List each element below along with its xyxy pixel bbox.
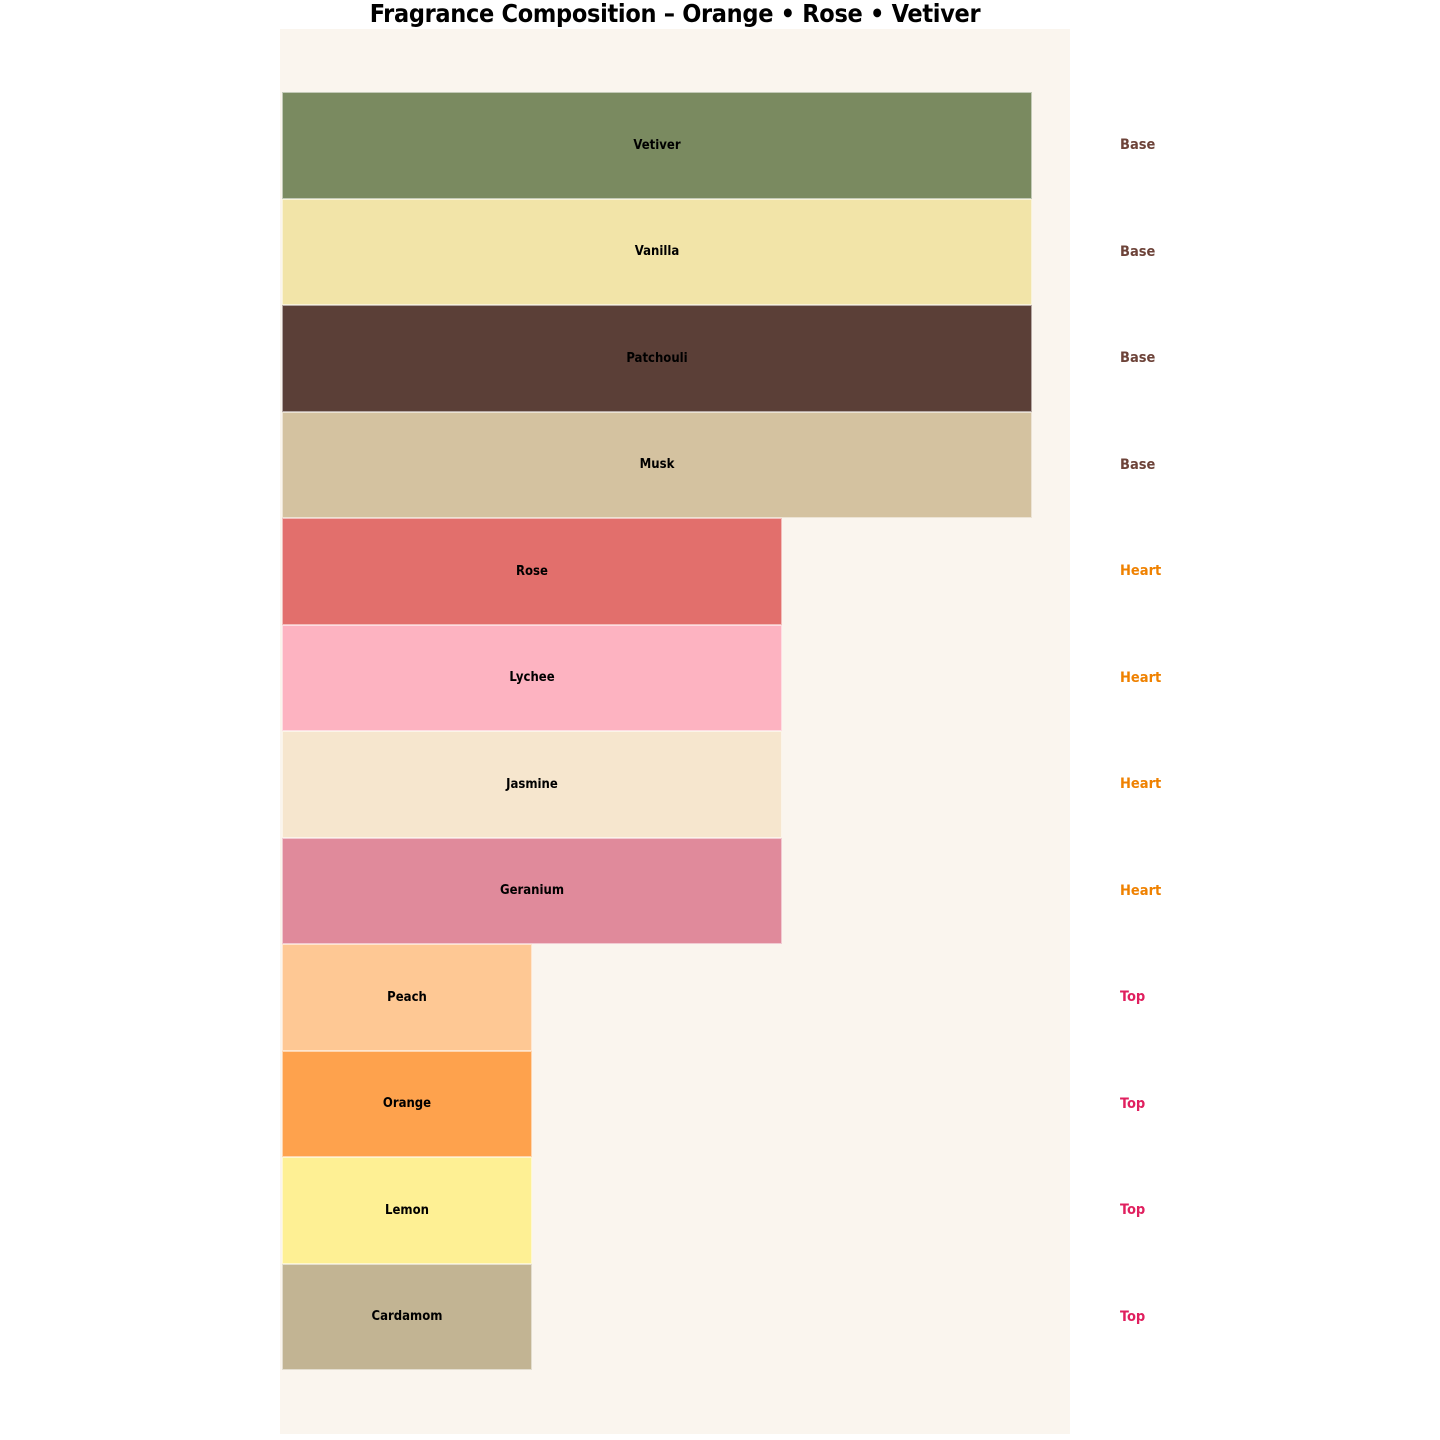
note-bar-label: Lychee	[509, 670, 555, 686]
tier-label-top: Top	[1120, 1202, 1146, 1219]
note-bar-cardamom: Cardamom	[282, 1263, 532, 1370]
note-bar-lemon: Lemon	[282, 1157, 532, 1264]
note-bar-vanilla: Vanilla	[282, 198, 1032, 305]
note-bar-label: Lemon	[385, 1202, 429, 1218]
note-bar-label: Patchouli	[626, 350, 688, 366]
tier-label-top: Top	[1120, 1095, 1146, 1112]
note-bar-label: Jasmine	[506, 776, 558, 792]
note-bar-geranium: Geranium	[282, 837, 782, 944]
tier-label-top: Top	[1120, 1308, 1146, 1325]
tier-label-base: Base	[1120, 350, 1156, 367]
note-bar-label: Musk	[639, 457, 675, 473]
note-bar-label: Peach	[387, 989, 427, 1005]
note-bar-musk: Musk	[282, 411, 1032, 518]
tier-label-heart: Heart	[1120, 776, 1162, 793]
tier-label-base: Base	[1120, 137, 1156, 154]
tier-label-heart: Heart	[1120, 563, 1162, 580]
note-bar-lychee: Lychee	[282, 624, 782, 731]
note-bar-vetiver: Vetiver	[282, 92, 1032, 199]
note-bar-jasmine: Jasmine	[282, 731, 782, 838]
tier-label-base: Base	[1120, 456, 1156, 473]
note-bar-label: Vanilla	[634, 244, 680, 260]
note-bar-label: Cardamom	[371, 1309, 443, 1325]
chart-title: Fragrance Composition – Orange • Rose • …	[369, 0, 981, 28]
note-bar-label: Vetiver	[633, 137, 681, 153]
note-bar-peach: Peach	[282, 944, 532, 1051]
tier-label-heart: Heart	[1120, 882, 1162, 899]
note-bar-label: Geranium	[499, 883, 565, 899]
tier-label-heart: Heart	[1120, 669, 1162, 686]
note-bar-rose: Rose	[282, 518, 782, 625]
note-bar-patchouli: Patchouli	[282, 305, 1032, 412]
tier-label-top: Top	[1120, 989, 1146, 1006]
note-bar-orange: Orange	[282, 1050, 532, 1157]
tier-label-base: Base	[1120, 243, 1156, 260]
note-bar-label: Rose	[516, 563, 548, 579]
note-bar-label: Orange	[382, 1096, 432, 1112]
